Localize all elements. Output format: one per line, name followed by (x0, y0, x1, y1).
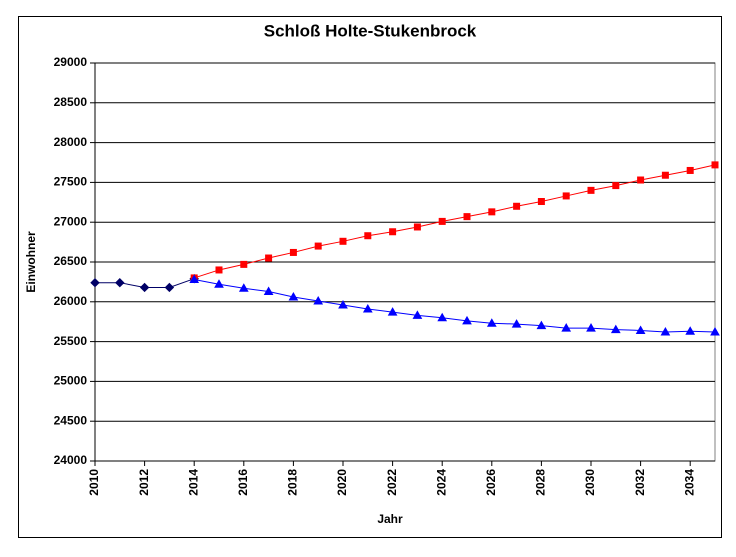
marker (214, 279, 224, 288)
marker (685, 326, 696, 335)
series-line (194, 279, 716, 333)
marker (288, 292, 299, 301)
x-tick-label: 2024 (434, 469, 448, 496)
x-tick-label: 2022 (385, 469, 399, 496)
x-tick-label: 2014 (186, 469, 200, 496)
marker (661, 171, 669, 179)
marker (240, 260, 248, 268)
marker (637, 176, 645, 184)
marker (488, 208, 496, 216)
marker (486, 318, 497, 327)
marker (710, 327, 720, 336)
x-tick-label: 2034 (682, 469, 696, 496)
marker (189, 274, 200, 284)
y-tick-label: 24000 (54, 453, 88, 467)
x-tick-label: 2010 (87, 469, 101, 496)
marker (711, 161, 719, 169)
marker (587, 186, 595, 194)
marker (289, 248, 297, 256)
marker (412, 310, 423, 319)
x-tick-label: 2018 (286, 469, 300, 496)
x-tick-label: 2030 (583, 469, 597, 496)
marker (413, 223, 421, 231)
marker (635, 325, 646, 334)
marker (536, 320, 547, 330)
y-axis-label: Einwohner (24, 231, 38, 293)
y-tick-label: 24500 (54, 413, 88, 427)
x-tick-label: 2020 (335, 469, 349, 496)
marker (462, 315, 472, 325)
marker (314, 242, 322, 250)
x-tick-label: 2032 (633, 469, 647, 496)
marker (115, 277, 125, 288)
x-tick-label: 2012 (137, 469, 151, 496)
marker (463, 213, 471, 221)
marker (338, 299, 348, 309)
y-tick-label: 27500 (54, 175, 88, 189)
y-tick-label: 28000 (54, 135, 88, 149)
marker (364, 232, 372, 240)
marker (339, 237, 347, 245)
marker (387, 307, 398, 316)
y-tick-label: 25000 (54, 374, 88, 388)
marker (389, 228, 397, 236)
marker (265, 254, 273, 262)
y-tick-label: 26500 (54, 254, 88, 268)
marker (438, 217, 446, 225)
marker (537, 198, 545, 206)
marker (238, 283, 249, 292)
marker (513, 202, 521, 210)
marker (561, 323, 572, 332)
y-tick-label: 29000 (54, 55, 88, 69)
y-tick-label: 28500 (54, 95, 88, 109)
series-line (194, 164, 716, 279)
marker (139, 282, 150, 293)
marker (610, 324, 621, 334)
marker (215, 266, 223, 274)
x-axis-label: Jahr (377, 512, 403, 526)
y-tick-label: 27000 (54, 214, 88, 228)
y-tick-label: 25500 (54, 334, 88, 348)
x-tick-label: 2016 (236, 469, 250, 496)
marker (660, 327, 671, 336)
x-tick-label: 2026 (484, 469, 498, 496)
marker (511, 319, 522, 328)
marker (90, 277, 100, 288)
marker (313, 295, 324, 305)
marker (586, 323, 596, 332)
marker (263, 286, 274, 295)
marker (686, 166, 694, 174)
marker (362, 303, 373, 313)
y-tick-label: 26000 (54, 294, 88, 308)
chart-title: Schloß Holte-Stukenbrock (264, 21, 477, 40)
x-tick-label: 2028 (534, 469, 548, 496)
marker (437, 312, 448, 322)
marker (562, 192, 570, 200)
marker (612, 182, 620, 190)
marker (164, 282, 175, 293)
